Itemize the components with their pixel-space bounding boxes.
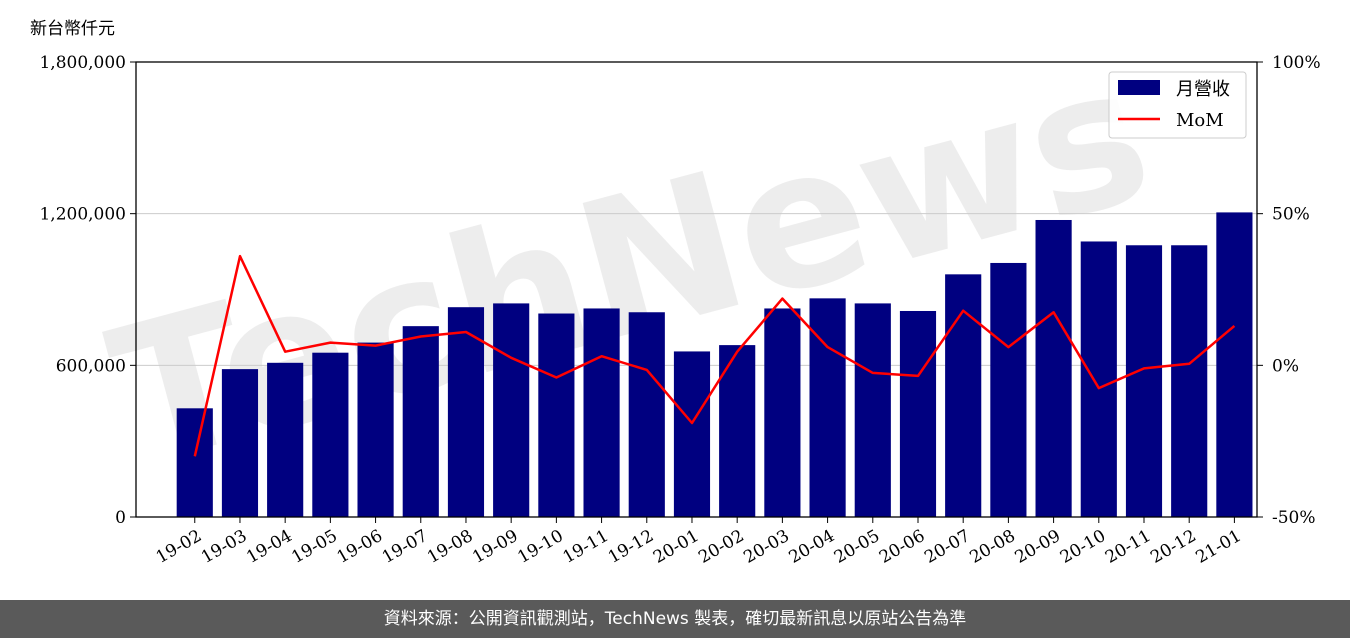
bar-19-09 — [493, 303, 530, 517]
x-tick-label-19-08: 19-08 — [424, 526, 476, 568]
bar-20-04 — [809, 298, 846, 517]
left-tick-label-1: 600,000 — [56, 356, 126, 376]
x-tick-label-20-10: 20-10 — [1057, 526, 1109, 568]
bar-20-06 — [899, 310, 937, 517]
bar-20-05 — [854, 303, 891, 517]
bar-19-04 — [267, 362, 304, 517]
right-tick-label-2: 50% — [1272, 205, 1310, 225]
bar-21-01 — [1216, 212, 1253, 517]
legend-bar-swatch — [1118, 80, 1160, 95]
legend-bar-label: 月營收 — [1176, 79, 1230, 100]
x-tick-label-21-01: 21-01 — [1192, 526, 1244, 568]
bar-20-11 — [1125, 245, 1163, 517]
bar-20-02 — [719, 345, 756, 517]
bar-19-08 — [447, 307, 485, 517]
bar-19-07 — [402, 326, 439, 517]
plot-frame — [135, 61, 1258, 518]
source-footer: 資料來源：公開資訊觀測站，TechNews 製表，確切最新訊息以原站公告為準 — [0, 600, 1350, 638]
x-tick-label-19-11: 19-11 — [560, 526, 612, 568]
legend: 月營收 MoM — [1108, 71, 1247, 139]
left-tick-label-2: 1,200,000 — [39, 205, 126, 225]
right-tick-label-3: 100% — [1272, 53, 1321, 73]
x-tick-label-20-09: 20-09 — [1012, 526, 1064, 568]
left-tick-label-0: 0 — [115, 508, 126, 528]
mom-line — [193, 254, 1236, 457]
mom-line-layer — [193, 254, 1236, 457]
x-tick-label-20-02: 20-02 — [695, 526, 747, 568]
bar-20-03 — [764, 308, 801, 517]
x-tick-label-20-05: 20-05 — [831, 526, 883, 568]
x-tick-label-19-05: 19-05 — [288, 526, 340, 568]
bar-19-06 — [357, 342, 394, 517]
bar-19-02 — [176, 408, 213, 517]
x-tick-label-19-04: 19-04 — [243, 526, 295, 568]
x-tick-label-20-01: 20-01 — [650, 526, 702, 568]
bar-19-12 — [628, 312, 665, 517]
x-tick-label-19-09: 19-09 — [469, 526, 521, 568]
x-tick-label-19-12: 19-12 — [605, 526, 657, 568]
revenue-chart: TechNews 0600,0001,200,0001,800,000-50%0… — [39, 22, 1321, 568]
bar-20-07 — [945, 274, 982, 517]
bar-19-11 — [583, 308, 620, 517]
legend-line-label: MoM — [1176, 110, 1224, 131]
x-tick-label-19-06: 19-06 — [334, 526, 386, 568]
bar-20-09 — [1035, 219, 1072, 517]
bar-19-03 — [221, 369, 259, 517]
bar-20-08 — [990, 262, 1027, 517]
bar-19-10 — [538, 313, 575, 517]
x-tick-label-20-07: 20-07 — [921, 526, 973, 568]
right-tick-label-0: -50% — [1272, 508, 1316, 528]
y-axis-unit-label: 新台幣仟元 — [30, 19, 115, 39]
bar-20-01 — [673, 351, 711, 517]
x-tick-label-20-11: 20-11 — [1102, 526, 1154, 568]
x-tick-label-20-03: 20-03 — [740, 526, 792, 568]
right-tick-label-1: 0% — [1272, 356, 1299, 376]
bar-19-05 — [312, 352, 349, 517]
bar-20-12 — [1171, 245, 1208, 517]
x-tick-label-20-08: 20-08 — [966, 526, 1018, 568]
x-tick-label-19-02: 19-02 — [153, 526, 205, 568]
x-tick-label-19-07: 19-07 — [379, 526, 431, 568]
x-tick-label-19-03: 19-03 — [198, 526, 250, 568]
x-tick-label-20-12: 20-12 — [1147, 526, 1199, 568]
revenue-bars — [176, 212, 1253, 517]
x-tick-label-20-06: 20-06 — [876, 526, 928, 568]
x-tick-label-20-04: 20-04 — [786, 526, 838, 568]
left-tick-label-3: 1,800,000 — [39, 53, 126, 73]
bar-20-10 — [1080, 241, 1117, 517]
x-tick-label-19-10: 19-10 — [514, 526, 566, 568]
